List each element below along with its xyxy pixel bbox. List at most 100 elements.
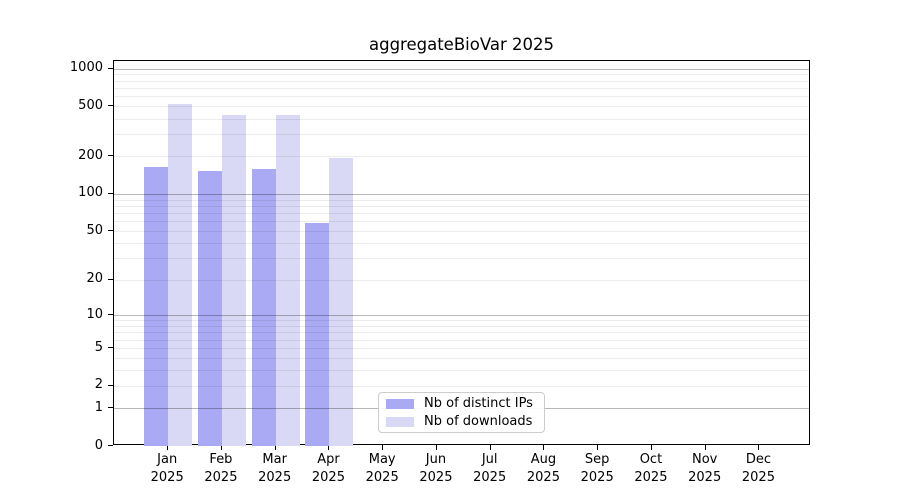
bar-downloads-mar-2025 bbox=[275, 115, 300, 446]
y-tick-500 bbox=[108, 105, 113, 107]
x-tick-label-may-2025: May 2025 bbox=[350, 451, 414, 486]
x-tick-label-line: 2025 bbox=[634, 469, 668, 485]
x-tick-jun-2025 bbox=[435, 445, 437, 450]
x-tick-feb-2025 bbox=[220, 445, 222, 450]
y-gridline-minor-40 bbox=[114, 243, 809, 245]
y-gridline-minor-300 bbox=[114, 134, 809, 136]
x-tick-label-aug-2025: Aug 2025 bbox=[511, 451, 575, 486]
x-tick-label-line: Jun bbox=[425, 452, 447, 467]
bar-ips-mar-2025 bbox=[251, 169, 276, 446]
y-tick-1000 bbox=[108, 67, 113, 69]
x-tick-label-line: Jul bbox=[481, 452, 498, 467]
x-tick-label-line: Dec bbox=[745, 452, 772, 467]
x-tick-label-line: Sep bbox=[584, 452, 610, 467]
downloads-swatch-icon bbox=[386, 416, 414, 427]
y-tick-200 bbox=[108, 155, 113, 157]
y-tick-1 bbox=[108, 407, 113, 409]
x-tick-label-line: Feb bbox=[209, 452, 233, 467]
bar-downloads-jan-2025 bbox=[168, 103, 193, 446]
y-gridline-minor-80 bbox=[114, 205, 809, 207]
y-gridline-minor-900 bbox=[114, 74, 809, 76]
y-gridline-minor-7 bbox=[114, 332, 809, 334]
x-tick-oct-2025 bbox=[650, 445, 652, 450]
x-tick-apr-2025 bbox=[328, 445, 330, 450]
bar-downloads-feb-2025 bbox=[221, 115, 246, 446]
x-tick-label-line: Mar bbox=[262, 452, 287, 467]
x-tick-label-line: 2025 bbox=[204, 469, 238, 485]
y-gridline-minor-700 bbox=[114, 88, 809, 90]
y-tick-100 bbox=[108, 192, 113, 194]
y-gridline-minor-20 bbox=[114, 279, 809, 281]
y-tick-label-0: 0 bbox=[94, 437, 103, 453]
y-gridline-minor-5 bbox=[114, 348, 809, 350]
x-tick-label-line: 2025 bbox=[311, 469, 345, 485]
y-tick-label-50: 50 bbox=[86, 222, 103, 238]
x-tick-label-line: Aug bbox=[530, 452, 557, 467]
y-gridline-minor-500 bbox=[114, 106, 809, 108]
y-tick-label-2: 2 bbox=[94, 377, 103, 393]
y-gridline-minor-30 bbox=[114, 258, 809, 260]
x-tick-label-line: 2025 bbox=[580, 469, 614, 485]
y-tick-label-5: 5 bbox=[94, 339, 103, 355]
y-gridline-major-1000 bbox=[114, 68, 809, 70]
x-tick-dec-2025 bbox=[758, 445, 760, 450]
x-tick-sep-2025 bbox=[597, 445, 599, 450]
y-gridline-minor-400 bbox=[114, 118, 809, 120]
y-gridline-minor-600 bbox=[114, 96, 809, 98]
x-tick-label-line: 2025 bbox=[473, 469, 507, 485]
x-tick-label-line: May bbox=[368, 452, 396, 467]
legend: Nb of distinct IPs Nb of downloads bbox=[378, 392, 545, 433]
bar-ips-feb-2025 bbox=[197, 170, 222, 446]
legend-label-ips: Nb of distinct IPs bbox=[424, 396, 533, 411]
y-tick-label-1: 1 bbox=[94, 399, 103, 415]
x-tick-label-feb-2025: Feb 2025 bbox=[189, 451, 253, 486]
x-tick-label-nov-2025: Nov 2025 bbox=[673, 451, 737, 486]
x-tick-label-dec-2025: Dec 2025 bbox=[726, 451, 790, 486]
x-tick-mar-2025 bbox=[274, 445, 276, 450]
chart-title: aggregateBioVar 2025 bbox=[369, 35, 554, 54]
y-gridline-minor-8 bbox=[114, 325, 809, 327]
y-tick-20 bbox=[108, 278, 113, 280]
y-tick-label-10: 10 bbox=[86, 306, 103, 322]
x-tick-jul-2025 bbox=[489, 445, 491, 450]
y-gridline-minor-90 bbox=[114, 199, 809, 201]
x-tick-label-line: Apr bbox=[317, 452, 340, 467]
x-tick-may-2025 bbox=[382, 445, 384, 450]
y-gridline-major-100 bbox=[114, 193, 809, 195]
x-tick-label-mar-2025: Mar 2025 bbox=[243, 451, 307, 486]
legend-row-downloads: Nb of downloads bbox=[386, 414, 544, 429]
y-gridline-minor-2 bbox=[114, 385, 809, 387]
x-tick-nov-2025 bbox=[704, 445, 706, 450]
y-gridline-minor-50 bbox=[114, 231, 809, 233]
y-tick-0 bbox=[108, 445, 113, 446]
y-gridline-minor-3 bbox=[114, 370, 809, 372]
x-tick-label-line: 2025 bbox=[419, 469, 453, 485]
x-tick-label-jul-2025: Jul 2025 bbox=[458, 451, 522, 486]
y-tick-label-20: 20 bbox=[86, 271, 103, 287]
x-tick-label-line: Oct bbox=[639, 452, 663, 467]
plot-area bbox=[113, 60, 810, 446]
x-tick-jan-2025 bbox=[167, 445, 169, 450]
x-tick-label-line: Nov bbox=[692, 452, 718, 467]
y-tick-5 bbox=[108, 347, 113, 349]
y-gridline-minor-200 bbox=[114, 156, 809, 158]
x-tick-label-line: 2025 bbox=[258, 469, 292, 485]
legend-label-downloads: Nb of downloads bbox=[424, 414, 533, 429]
x-tick-label-line: 2025 bbox=[365, 469, 399, 485]
y-tick-label-1000: 1000 bbox=[69, 60, 103, 76]
y-gridline-major-10 bbox=[114, 315, 809, 317]
y-tick-2 bbox=[108, 384, 113, 386]
bar-downloads-apr-2025 bbox=[329, 157, 354, 446]
y-gridline-minor-6 bbox=[114, 339, 809, 341]
x-tick-label-line: 2025 bbox=[741, 469, 775, 485]
y-tick-label-200: 200 bbox=[78, 147, 103, 163]
x-tick-aug-2025 bbox=[543, 445, 545, 450]
y-tick-label-500: 500 bbox=[78, 97, 103, 113]
y-tick-50 bbox=[108, 230, 113, 232]
x-tick-label-sep-2025: Sep 2025 bbox=[565, 451, 629, 486]
x-tick-label-oct-2025: Oct 2025 bbox=[619, 451, 683, 486]
ips-swatch-icon bbox=[386, 398, 414, 409]
y-gridline-minor-4 bbox=[114, 358, 809, 360]
bar-ips-apr-2025 bbox=[305, 223, 330, 446]
